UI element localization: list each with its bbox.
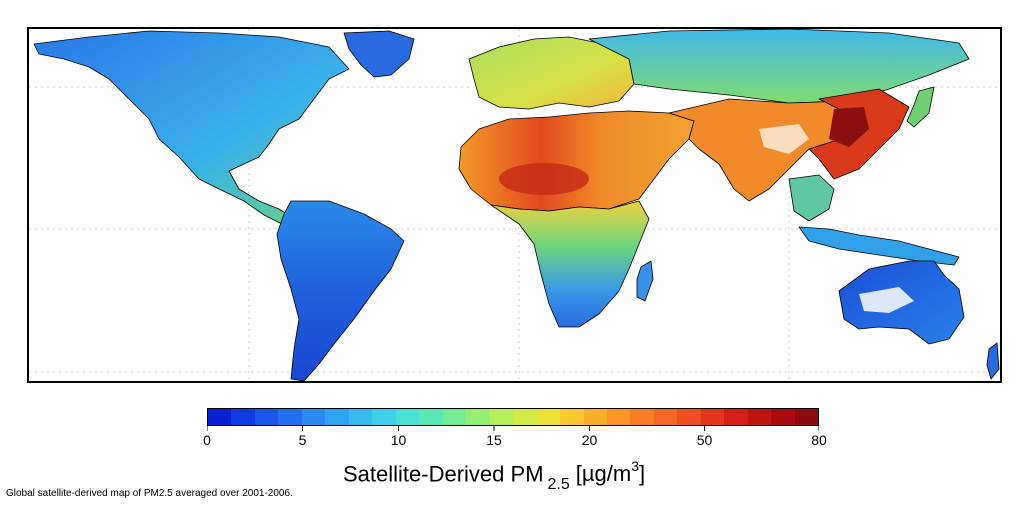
colorbar-tick-label: 20: [581, 432, 598, 448]
colorbar-segment: [513, 409, 537, 425]
new-zealand: [986, 342, 1000, 380]
colorbar-segment: [700, 409, 725, 425]
colorbar-segment: [466, 409, 490, 425]
pm25-world-map: [27, 27, 1002, 383]
tibet-plateau: [759, 124, 809, 154]
legend-title-main: Satellite-Derived PM: [343, 461, 544, 487]
indonesia: [798, 226, 960, 266]
colorbar-segment: [630, 409, 654, 425]
south-america: [276, 200, 405, 381]
legend-title: Satellite-Derived PM 2.5 [µg/m3]: [343, 458, 646, 493]
colorbar-segment: [395, 409, 420, 425]
north-africa-middle-east: [458, 110, 695, 212]
colorbar-segment: [606, 409, 631, 425]
colorbar-segment: [254, 409, 279, 425]
russia-north-asia: [588, 29, 970, 104]
colorbar-tick-labels: 0 5 10 15 20 50 80: [203, 432, 827, 452]
pm25-colorbar: [207, 408, 819, 426]
colorbar-segment: [747, 409, 772, 425]
colorbar-tick-label: 50: [696, 432, 713, 448]
legend-unit-prefix: [µg/m: [575, 461, 632, 487]
colorbar-segment: [489, 409, 514, 425]
sahara-hotspot: [499, 163, 589, 195]
colorbar-segment: [442, 409, 467, 425]
colorbar-tick-label: 15: [486, 432, 502, 448]
colorbar-segment: [348, 409, 373, 425]
north-america: [33, 30, 350, 228]
colorbar-segment: [724, 409, 748, 425]
india-central-asia: [668, 98, 860, 202]
australia-interior: [859, 287, 914, 313]
colorbar-segment: [583, 409, 607, 425]
colorbar-segment: [677, 409, 701, 425]
colorbar-segment: [372, 409, 396, 425]
figure-caption: Global satellite-derived map of PM2.5 av…: [6, 488, 293, 499]
legend-unit-superscript: 3: [631, 458, 640, 474]
legend-title-subscript: 2.5: [547, 476, 570, 494]
greenland: [343, 30, 415, 78]
colorbar-segment: [278, 409, 302, 425]
colorbar-segment: [231, 409, 255, 425]
south-africa: [490, 200, 650, 328]
colorbar-segment: [325, 409, 349, 425]
japan: [906, 86, 935, 128]
southeast-asia: [788, 174, 835, 222]
colorbar-tick-marks: [207, 426, 819, 431]
colorbar-segment: [794, 409, 819, 425]
madagascar: [636, 260, 654, 302]
world-map-svg: [29, 29, 1000, 381]
land-masses: [33, 29, 1000, 381]
colorbar-segment: [771, 409, 795, 425]
europe: [468, 36, 635, 110]
colorbar-segment: [208, 409, 232, 425]
colorbar-tick-label: 0: [203, 432, 211, 448]
legend-unit-suffix: ]: [639, 461, 646, 487]
china-hotspot: [829, 107, 869, 147]
colorbar-tick-label: 5: [298, 432, 307, 448]
colorbar-tick-label: 80: [811, 432, 827, 448]
colorbar-tick-label: 10: [390, 432, 407, 448]
colorbar-segment: [536, 409, 561, 425]
colorbar-segment: [301, 409, 326, 425]
colorbar-segment: [653, 409, 678, 425]
colorbar-segment: [560, 409, 584, 425]
colorbar-segment: [419, 409, 443, 425]
